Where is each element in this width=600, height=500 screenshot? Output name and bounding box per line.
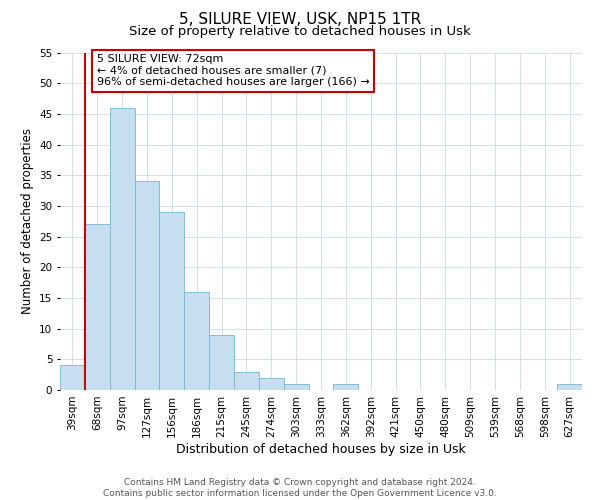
Bar bbox=[160, 212, 184, 390]
Text: Size of property relative to detached houses in Usk: Size of property relative to detached ho… bbox=[129, 25, 471, 38]
X-axis label: Distribution of detached houses by size in Usk: Distribution of detached houses by size … bbox=[176, 442, 466, 456]
Bar bbox=[110, 108, 134, 390]
Bar bbox=[60, 366, 85, 390]
Bar bbox=[134, 182, 160, 390]
Y-axis label: Number of detached properties: Number of detached properties bbox=[20, 128, 34, 314]
Bar bbox=[259, 378, 284, 390]
Bar bbox=[284, 384, 308, 390]
Text: 5, SILURE VIEW, USK, NP15 1TR: 5, SILURE VIEW, USK, NP15 1TR bbox=[179, 12, 421, 28]
Bar bbox=[85, 224, 110, 390]
Bar bbox=[334, 384, 358, 390]
Bar bbox=[557, 384, 582, 390]
Text: 5 SILURE VIEW: 72sqm
← 4% of detached houses are smaller (7)
96% of semi-detache: 5 SILURE VIEW: 72sqm ← 4% of detached ho… bbox=[97, 54, 369, 88]
Text: Contains HM Land Registry data © Crown copyright and database right 2024.
Contai: Contains HM Land Registry data © Crown c… bbox=[103, 478, 497, 498]
Bar bbox=[234, 372, 259, 390]
Bar bbox=[209, 335, 234, 390]
Bar bbox=[184, 292, 209, 390]
